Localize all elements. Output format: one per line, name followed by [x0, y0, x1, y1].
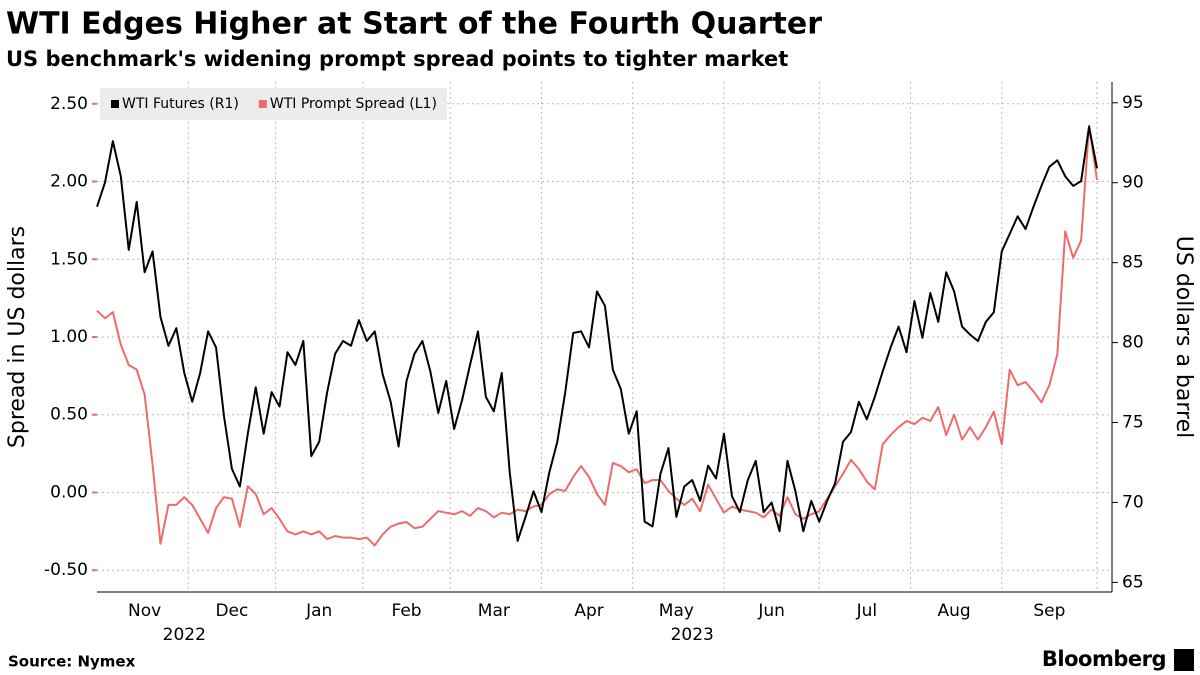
y-tick-label: 2.50: [50, 94, 88, 114]
y2-tick-label: 85: [1122, 253, 1144, 273]
x-year-label: 2023: [671, 625, 714, 645]
y2-tick-label: 90: [1122, 173, 1144, 193]
legend-swatch: [111, 100, 119, 108]
y-tick-label: 2.00: [50, 172, 88, 192]
brand-icon: [1174, 649, 1194, 671]
brand: Bloomberg: [1042, 647, 1166, 671]
y-tick-label: 0.00: [50, 482, 88, 502]
y-tick-label: 1.00: [50, 327, 88, 347]
chart-title: WTI Edges Higher at Start of the Fourth …: [6, 7, 822, 42]
x-tick-label: May: [659, 601, 694, 621]
x-tick-label: Aug: [938, 601, 971, 621]
y-tick-label: 1.50: [50, 249, 88, 269]
x-tick-label: Apr: [574, 601, 603, 621]
x-tick-label: Feb: [391, 601, 421, 621]
legend-swatch: [258, 100, 267, 108]
x-tick-label: Jan: [305, 601, 332, 621]
source: Source: Nymex: [8, 653, 136, 671]
plot-area: -0.50 0.00 0.50 1.00 1.50 2.00 2.50 65 70 75 80 85 9…: [44, 82, 1144, 645]
y2-tick-label: 65: [1122, 572, 1144, 592]
y2-axis-title: US dollars a barrel: [1171, 236, 1196, 438]
y2-tick-label: 75: [1122, 413, 1144, 433]
x-tick-label: Sep: [1033, 601, 1065, 621]
y-axis-title: Spread in US dollars: [5, 226, 30, 448]
line-series: [96, 124, 1098, 547]
x-year-label: 2022: [163, 625, 206, 645]
y2-tick-label: 70: [1122, 492, 1144, 512]
line-series: [96, 125, 1098, 542]
y-tick-label: -0.50: [44, 560, 88, 580]
x-tick-label: Nov: [128, 601, 161, 621]
x-tick-label: Dec: [215, 601, 248, 621]
x-tick-label: Jul: [856, 601, 878, 621]
legend-label: WTI Prompt Spread (L1): [270, 96, 437, 112]
x-tick-label: Jun: [757, 601, 785, 621]
y2-tick-label: 80: [1122, 333, 1144, 353]
x-tick-label: Mar: [478, 601, 510, 621]
legend-box: [100, 88, 447, 120]
legend-label: WTI Futures (R1): [122, 96, 239, 112]
chart-subtitle: US benchmark's widening prompt spread po…: [6, 47, 788, 71]
y-tick-label: 0.50: [50, 405, 88, 425]
y2-tick-label: 95: [1122, 93, 1144, 113]
